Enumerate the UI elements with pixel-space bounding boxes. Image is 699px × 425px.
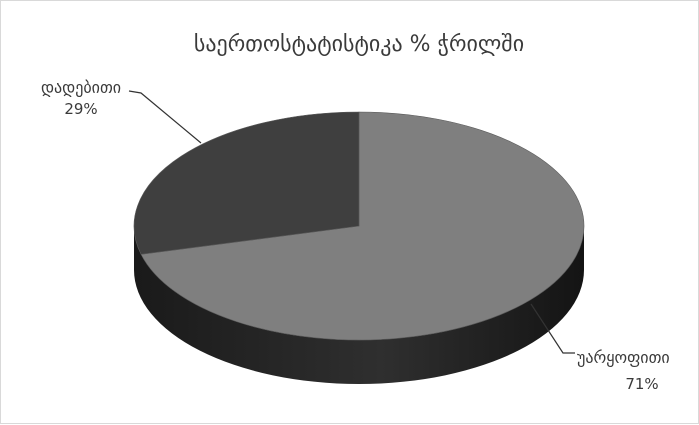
slice-dadebiti bbox=[133, 111, 360, 255]
pie-slices bbox=[133, 111, 585, 341]
leader-line-uaryofiti bbox=[530, 303, 575, 354]
pie-side-wall bbox=[134, 226, 584, 384]
slice-value-dadebiti: 29% bbox=[64, 100, 97, 118]
slice-uaryofiti bbox=[140, 111, 585, 341]
chart-title: საერთოსტატისტიკა % ჭრილში bbox=[194, 32, 524, 57]
slice-label-uaryofiti: უარყოფითი bbox=[577, 348, 670, 367]
pie-side bbox=[134, 226, 584, 384]
slice-label-dadebiti: დადებითი bbox=[41, 78, 121, 97]
slice-value-uaryofiti: 71% bbox=[625, 375, 658, 393]
leader-line-dadebiti bbox=[128, 90, 202, 144]
